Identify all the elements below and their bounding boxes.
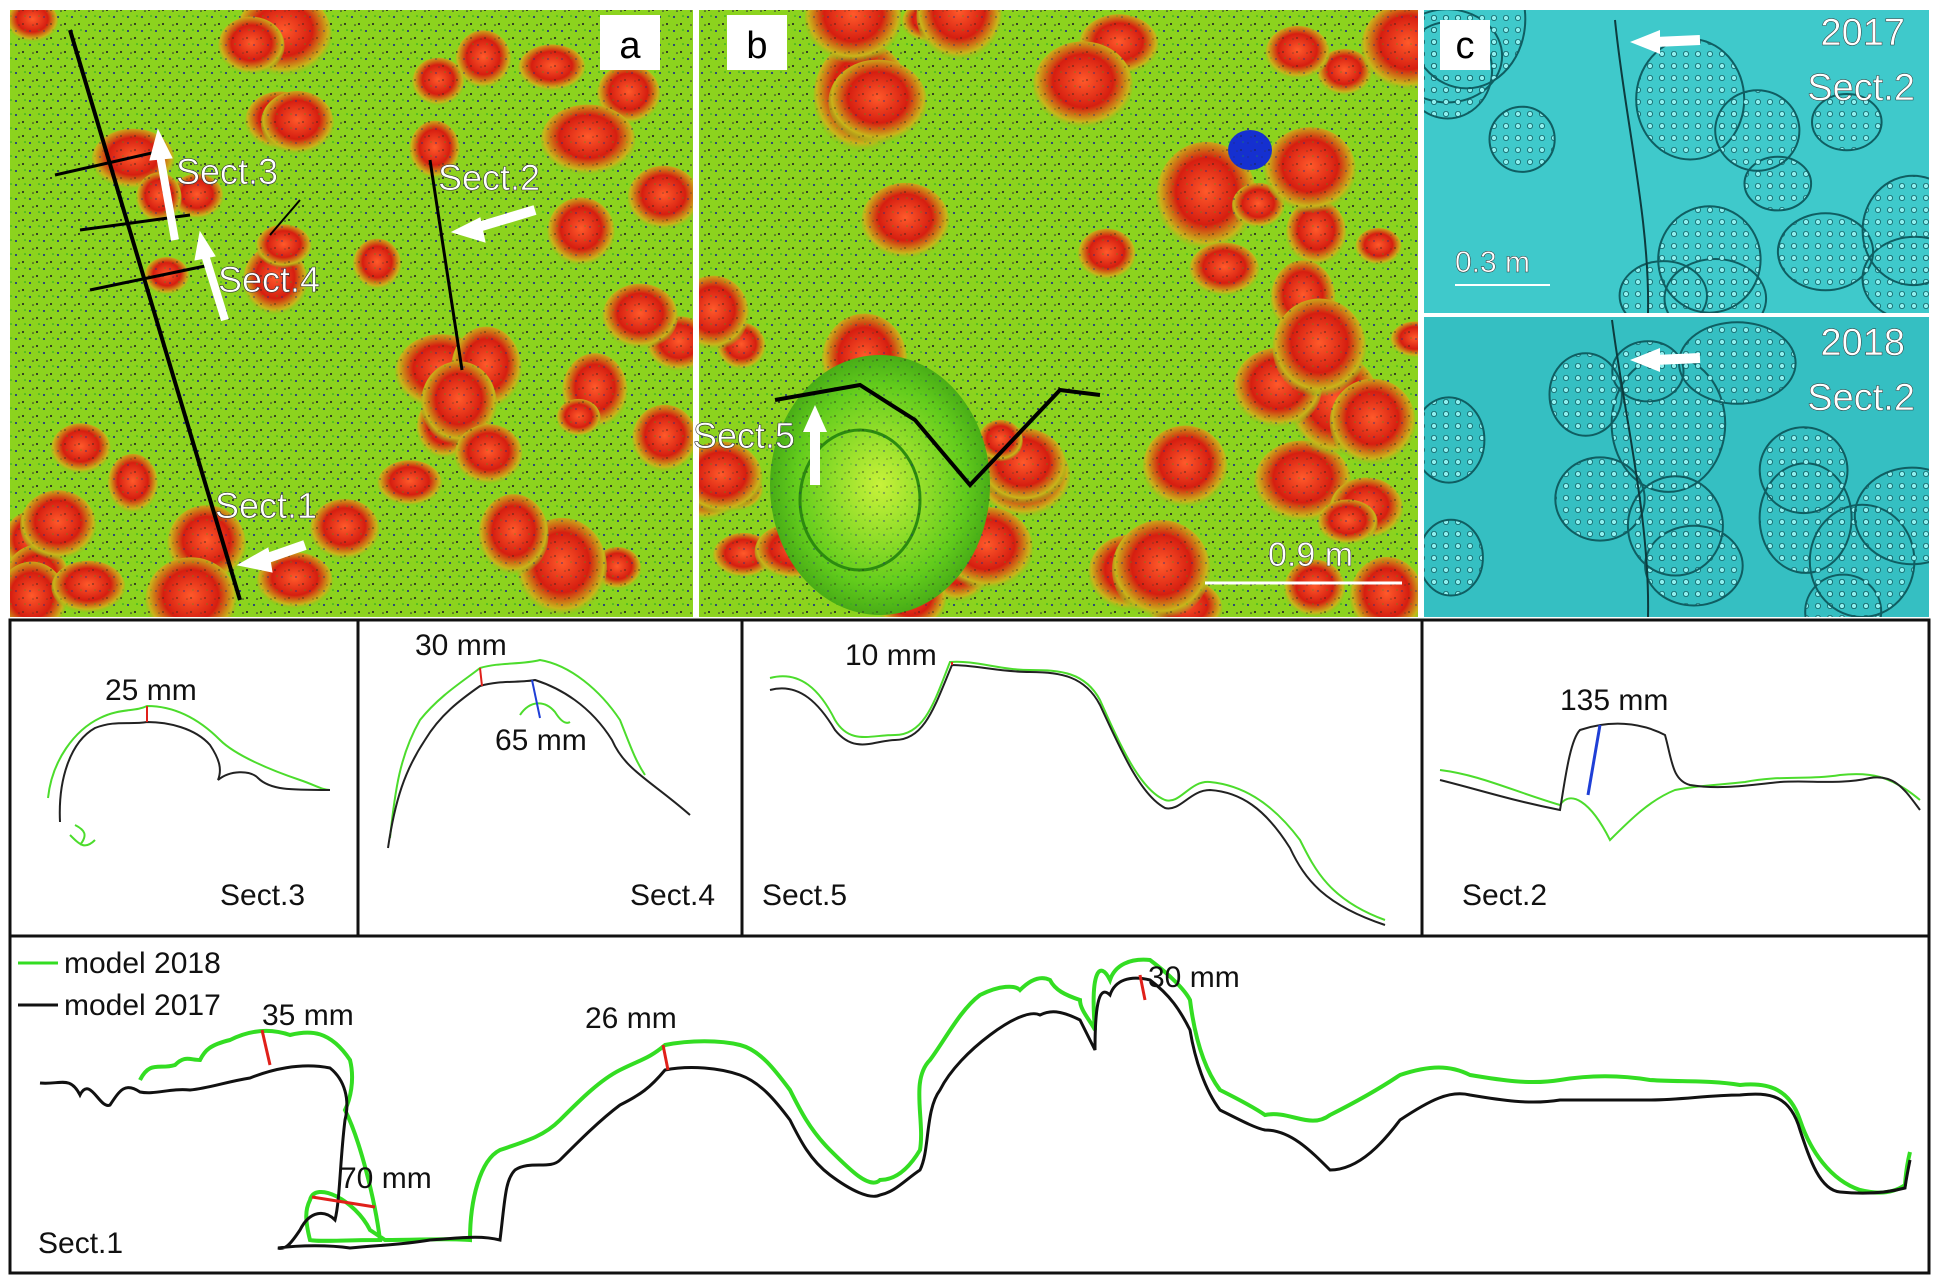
sect5-line-2017 xyxy=(769,663,1386,926)
sect5-label: Sect.5 xyxy=(762,879,847,912)
sect1-measure-70-label: 70 mm xyxy=(340,1162,432,1195)
sect4-line-2017 xyxy=(387,678,691,849)
profile-sect1 xyxy=(39,957,1912,1250)
sect3-line-2017 xyxy=(58,720,331,823)
panel-a-letter: a xyxy=(619,25,641,67)
sect2-measure-line xyxy=(1586,724,1602,796)
sect2-line-2017 xyxy=(1439,722,1921,812)
panel-c-image-2018 xyxy=(1424,317,1929,617)
panel-a-label-sect3: Sect.3 xyxy=(176,151,278,192)
sect1-line-2018 xyxy=(138,957,1912,1243)
sect2-label: Sect.2 xyxy=(1462,879,1547,912)
sect1-measure-26-label: 26 mm xyxy=(585,1002,677,1035)
surface-texture xyxy=(1424,518,1484,597)
surface-texture xyxy=(1488,105,1556,173)
sect1-measure-35-label: 35 mm xyxy=(262,999,354,1032)
sect4-measure-red xyxy=(479,667,483,687)
profile-sect3 xyxy=(47,704,331,847)
surface-texture xyxy=(1861,174,1929,287)
panel-a-label-sect1: Sect.1 xyxy=(215,485,317,526)
surface-texture xyxy=(1776,212,1875,292)
surface-texture xyxy=(1714,89,1801,172)
sect1-label: Sect.1 xyxy=(38,1227,123,1260)
panel-c-image-2017 xyxy=(1424,10,1929,313)
panel-c-year-2018: 2018 xyxy=(1820,322,1905,364)
panel-a-image xyxy=(10,10,693,617)
panel-c-year-2017: 2017 xyxy=(1820,12,1905,54)
panel-a-label-sect2: Sect.2 xyxy=(438,157,540,198)
legend: model 2018 model 2017 xyxy=(18,947,221,1022)
sect4-line-2018 xyxy=(389,658,646,839)
profile-frames xyxy=(8,618,1931,1275)
profile-sect4 xyxy=(387,658,691,849)
profile-sect2 xyxy=(1439,722,1921,842)
sect1-measure-30 xyxy=(1138,974,1147,1001)
surface-texture xyxy=(1758,426,1849,515)
legend-label-2018: model 2018 xyxy=(64,947,221,980)
sect2-line-2018 xyxy=(1439,769,1921,842)
sect4-measure-65: 65 mm xyxy=(495,724,587,757)
sect4-label: Sect.4 xyxy=(630,879,715,912)
panel-b-image xyxy=(699,10,1418,617)
surface-texture xyxy=(1657,205,1762,313)
sect3-line-2018 xyxy=(47,704,331,799)
surface-texture xyxy=(1548,352,1623,437)
sect2-measure-label: 135 mm xyxy=(1560,684,1668,717)
profile-sect5 xyxy=(769,660,1386,926)
sect1-measure-26 xyxy=(661,1044,670,1071)
sect5-measure-label: 10 mm xyxy=(845,639,937,672)
panel-c-sect-2018: Sect.2 xyxy=(1807,377,1915,419)
sect3-label: Sect.3 xyxy=(220,879,305,912)
panel-c-sect-2017: Sect.2 xyxy=(1807,67,1915,109)
panel-b-label-sect5: Sect.5 xyxy=(693,415,795,456)
sect3-measure-label: 25 mm xyxy=(105,674,197,707)
panel-c-scale-label: 0.3 m xyxy=(1455,246,1530,279)
sect1-measure-70 xyxy=(311,1195,376,1209)
surface-texture xyxy=(1424,396,1486,484)
sect1-line-2017 xyxy=(39,976,1912,1250)
panel-b-letter: b xyxy=(746,25,767,67)
sect1-measure-35 xyxy=(260,1029,272,1066)
sect5-line-2018 xyxy=(769,660,1386,921)
sect4-measure-30: 30 mm xyxy=(415,629,507,662)
sect4-measure-blue xyxy=(531,679,541,719)
panel-a-label-sect4: Sect.4 xyxy=(218,259,320,300)
legend-label-2017: model 2017 xyxy=(64,989,221,1022)
surface-texture xyxy=(1811,93,1883,152)
surface-texture xyxy=(1853,466,1929,566)
sect1-measure-30-label: 30 mm xyxy=(1148,961,1240,994)
surface-texture xyxy=(1626,475,1724,577)
panel-b-scale-label: 0.9 m xyxy=(1268,536,1353,574)
panel-c-letter: c xyxy=(1456,25,1475,67)
